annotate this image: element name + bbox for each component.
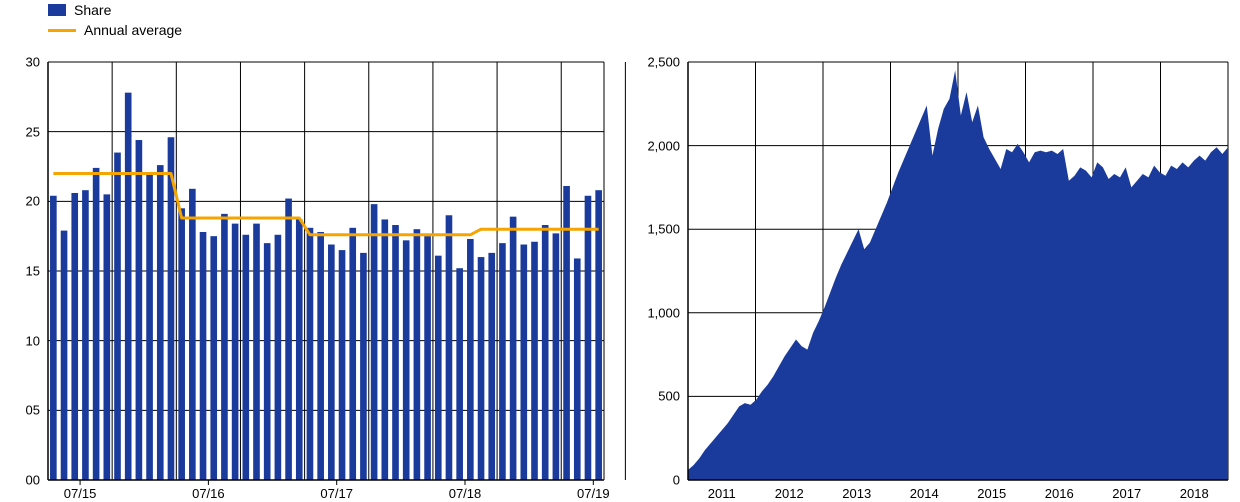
axis-tick-label: 2012: [775, 486, 804, 501]
axis-tick-label: 15: [26, 264, 40, 279]
axis-tick-label: 05: [26, 403, 40, 418]
axis-tick-label: 2017: [1112, 486, 1141, 501]
axis-tick-label: 0: [673, 473, 680, 488]
axis-tick-label: 07/16: [192, 486, 225, 501]
axis-tick-label: 10: [26, 333, 40, 348]
axis-tick-label: 2016: [1045, 486, 1074, 501]
axis-tick-label: 1,000: [647, 305, 680, 320]
axis-tick-label: 500: [658, 389, 680, 404]
axis-tick-label: 2013: [842, 486, 871, 501]
axis-tick-label: 2014: [910, 486, 939, 501]
axis-tick-label: 00: [26, 473, 40, 488]
axis-tick-label: 07/19: [577, 486, 610, 501]
axis-tick-label: 25: [26, 124, 40, 139]
axis-tick-label: 2,500: [647, 55, 680, 70]
axis-tick-label: 2018: [1180, 486, 1209, 501]
axis-tick-label: 07/15: [64, 486, 97, 501]
axis-tick-label: 2015: [977, 486, 1006, 501]
area-chart: [0, 0, 1240, 502]
axis-tick-label: 20: [26, 194, 40, 209]
axis-tick-label: 30: [26, 55, 40, 70]
axis-tick-label: 07/18: [449, 486, 482, 501]
axis-tick-label: 07/17: [320, 486, 353, 501]
axis-tick-label: 1,500: [647, 222, 680, 237]
axis-tick-label: 2011: [708, 486, 736, 501]
axis-tick-label: 2,000: [647, 138, 680, 153]
